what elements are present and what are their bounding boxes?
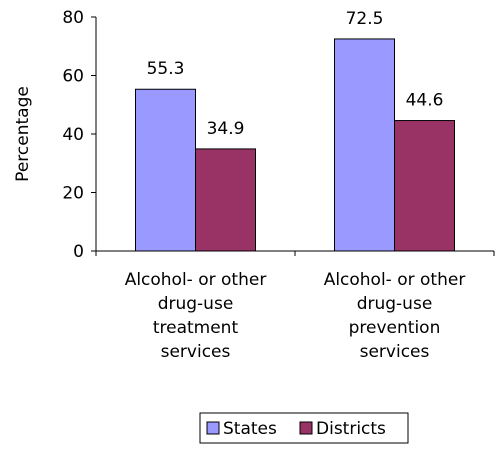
x-axis: Alcohol- or other drug-use treatment servic… bbox=[95, 250, 495, 362]
legend: States Districts bbox=[199, 412, 409, 444]
bar-states bbox=[334, 38, 395, 252]
bar-districts bbox=[195, 148, 256, 252]
x-category-label: Alcohol- or other drug-use prevention servi… bbox=[324, 270, 466, 362]
bar-districts bbox=[394, 120, 455, 252]
bar-value-label: 72.5 bbox=[346, 9, 384, 29]
bar-value-label: 55.3 bbox=[147, 59, 185, 79]
bar-value-label: 34.9 bbox=[207, 119, 245, 139]
legend-swatch-districts bbox=[299, 421, 313, 435]
y-tick-label: 40 bbox=[62, 125, 84, 145]
bar-value-label: 44.6 bbox=[406, 91, 444, 111]
y-axis-title: Percentage bbox=[13, 86, 33, 182]
data-labels: 55.3 72.5 34.9 44.6 bbox=[147, 9, 444, 139]
legend-swatch-states bbox=[206, 421, 220, 435]
bars bbox=[135, 38, 455, 252]
bar-states bbox=[135, 88, 196, 252]
y-tick-label: 80 bbox=[62, 8, 84, 28]
y-tick-label: 20 bbox=[62, 184, 84, 204]
legend-label-states: States bbox=[223, 419, 277, 439]
y-tick-label: 0 bbox=[73, 242, 84, 262]
y-tick-label: 60 bbox=[62, 67, 84, 87]
x-category-label: Alcohol- or other drug-use treatment servic… bbox=[125, 270, 267, 362]
legend-label-districts: Districts bbox=[316, 419, 386, 439]
y-axis: 0 20 40 60 80 bbox=[62, 8, 97, 262]
